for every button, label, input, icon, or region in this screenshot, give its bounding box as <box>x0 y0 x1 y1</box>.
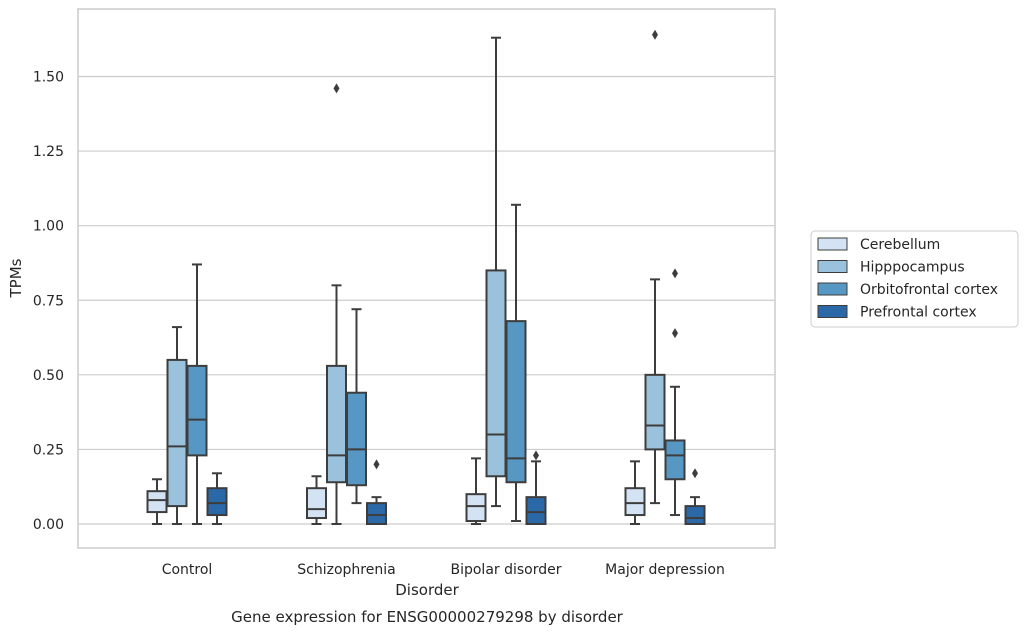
legend-label: Orbitofrontal cortex <box>860 282 998 298</box>
outlier-point <box>672 328 678 339</box>
iqr-box <box>525 496 547 525</box>
outlier-point <box>672 268 678 279</box>
x-tick-label: Control <box>162 562 213 578</box>
y-axis-title: TPMs <box>7 258 25 298</box>
y-tick-label: 0.25 <box>33 442 64 458</box>
y-tick-label: 1.25 <box>33 144 64 160</box>
y-tick-labels: 0.00 0.25 0.50 0.75 1.00 1.25 1.50 <box>33 70 64 534</box>
box-hipppocampus-2 <box>485 36 507 508</box>
iqr-box <box>346 391 367 487</box>
legend-swatch <box>817 237 848 251</box>
chart-caption: Gene expression for ENSG00000279298 by d… <box>231 608 624 626</box>
iqr-box <box>644 373 666 451</box>
box-orbitofrontal-cortex-0 <box>186 263 208 525</box>
iqr-box <box>206 487 228 517</box>
y-tick-label: 0.00 <box>33 517 64 533</box>
iqr-box <box>186 364 208 457</box>
outlier-point <box>533 450 539 461</box>
outlier-point <box>692 468 698 479</box>
legend: Cerebellum Hipppocampus Orbitofrontal cort… <box>810 230 1019 328</box>
y-tick-label: 0.75 <box>33 293 64 309</box>
x-tick-label: Schizophrenia <box>297 562 395 578</box>
y-tick-label: 1.00 <box>33 219 64 235</box>
outlier-point <box>652 29 658 40</box>
box-cerebellum-3 <box>624 460 646 525</box>
box-hipppocampus-0 <box>166 326 188 525</box>
legend-label: Hipppocampus <box>860 260 965 276</box>
x-tick-label: Bipolar disorder <box>450 562 561 578</box>
legend-label: Cerebellum <box>860 237 940 253</box>
x-tick-labels: Control Schizophrenia Bipolar disorder Majo… <box>162 562 725 578</box>
y-tick-label: 1.50 <box>33 70 64 86</box>
legend-swatch <box>817 282 848 296</box>
legend-swatch <box>817 260 848 273</box>
legend-frame <box>810 230 1019 328</box>
iqr-box <box>326 364 347 484</box>
legend-label: Prefrontal cortex <box>860 305 977 321</box>
box-cerebellum-0 <box>146 478 168 525</box>
box-prefrontal-cortex-0 <box>206 472 228 525</box>
box-prefrontal-cortex-2 <box>525 450 547 525</box>
iqr-box <box>505 320 527 484</box>
box-orbitofrontal-cortex-3 <box>664 268 686 517</box>
box-prefrontal-cortex-3 <box>684 468 706 526</box>
plot-frame <box>77 8 776 549</box>
x-tick-label: Major depression <box>605 562 725 578</box>
legend-swatch <box>817 305 848 318</box>
box-orbitofrontal-cortex-1 <box>346 308 367 505</box>
box-plot-series <box>146 29 706 526</box>
outlier-point <box>333 83 340 94</box>
box-hipppocampus-1 <box>326 83 347 525</box>
iqr-box <box>624 487 646 517</box>
iqr-box <box>366 502 387 526</box>
iqr-box <box>166 358 188 508</box>
box-cerebellum-1 <box>306 475 327 525</box>
outlier-point <box>373 459 380 470</box>
box-prefrontal-cortex-1 <box>366 459 387 526</box>
y-tick-label: 0.50 <box>33 368 64 384</box>
iqr-box <box>684 505 706 526</box>
box-hipppocampus-3 <box>644 29 666 505</box>
box-orbitofrontal-cortex-2 <box>505 203 527 523</box>
iqr-box <box>465 493 487 523</box>
iqr-box <box>485 269 507 478</box>
iqr-box <box>664 439 686 481</box>
x-axis-title: Disorder <box>395 581 459 599</box>
iqr-box <box>306 487 327 520</box>
box-cerebellum-2 <box>465 457 487 525</box>
iqr-box <box>146 490 168 514</box>
